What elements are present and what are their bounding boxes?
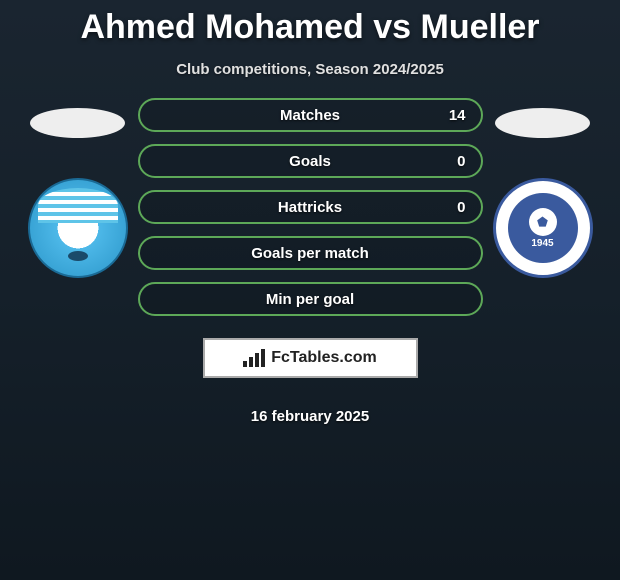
date-text: 16 february 2025 [251, 408, 369, 425]
right-team-logo: 1945 [493, 178, 593, 278]
left-team-logo [28, 178, 128, 278]
stats-column: Matches 14 Goals 0 Hattricks 0 Goals per… [138, 98, 483, 425]
stat-label: Min per goal [266, 291, 354, 308]
right-team-year: 1945 [531, 238, 553, 249]
stat-right-value: 0 [457, 199, 465, 216]
stat-right-value: 0 [457, 153, 465, 170]
stat-row-matches: Matches 14 [138, 98, 483, 132]
subtitle: Club competitions, Season 2024/2025 [0, 61, 620, 78]
left-player-col [18, 108, 138, 278]
stat-label: Hattricks [278, 199, 342, 216]
stat-row-goals-per-match: Goals per match [138, 236, 483, 270]
right-player-col: 1945 [483, 108, 603, 278]
stat-label: Goals per match [251, 245, 369, 262]
left-flag-icon [30, 108, 125, 138]
stat-row-min-per-goal: Min per goal [138, 282, 483, 316]
stat-label: Matches [280, 107, 340, 124]
right-flag-icon [495, 108, 590, 138]
stat-row-goals: Goals 0 [138, 144, 483, 178]
brand-box: FcTables.com [203, 338, 418, 378]
ball-icon [529, 208, 557, 236]
stat-row-hattricks: Hattricks 0 [138, 190, 483, 224]
stat-label: Goals [289, 153, 331, 170]
stat-right-value: 14 [449, 107, 466, 124]
brand-bars-icon [243, 349, 265, 367]
comparison-area: Matches 14 Goals 0 Hattricks 0 Goals per… [0, 108, 620, 425]
right-logo-inner: 1945 [508, 193, 578, 263]
page-title: Ahmed Mohamed vs Mueller [0, 0, 620, 47]
brand-label: FcTables.com [271, 349, 377, 367]
